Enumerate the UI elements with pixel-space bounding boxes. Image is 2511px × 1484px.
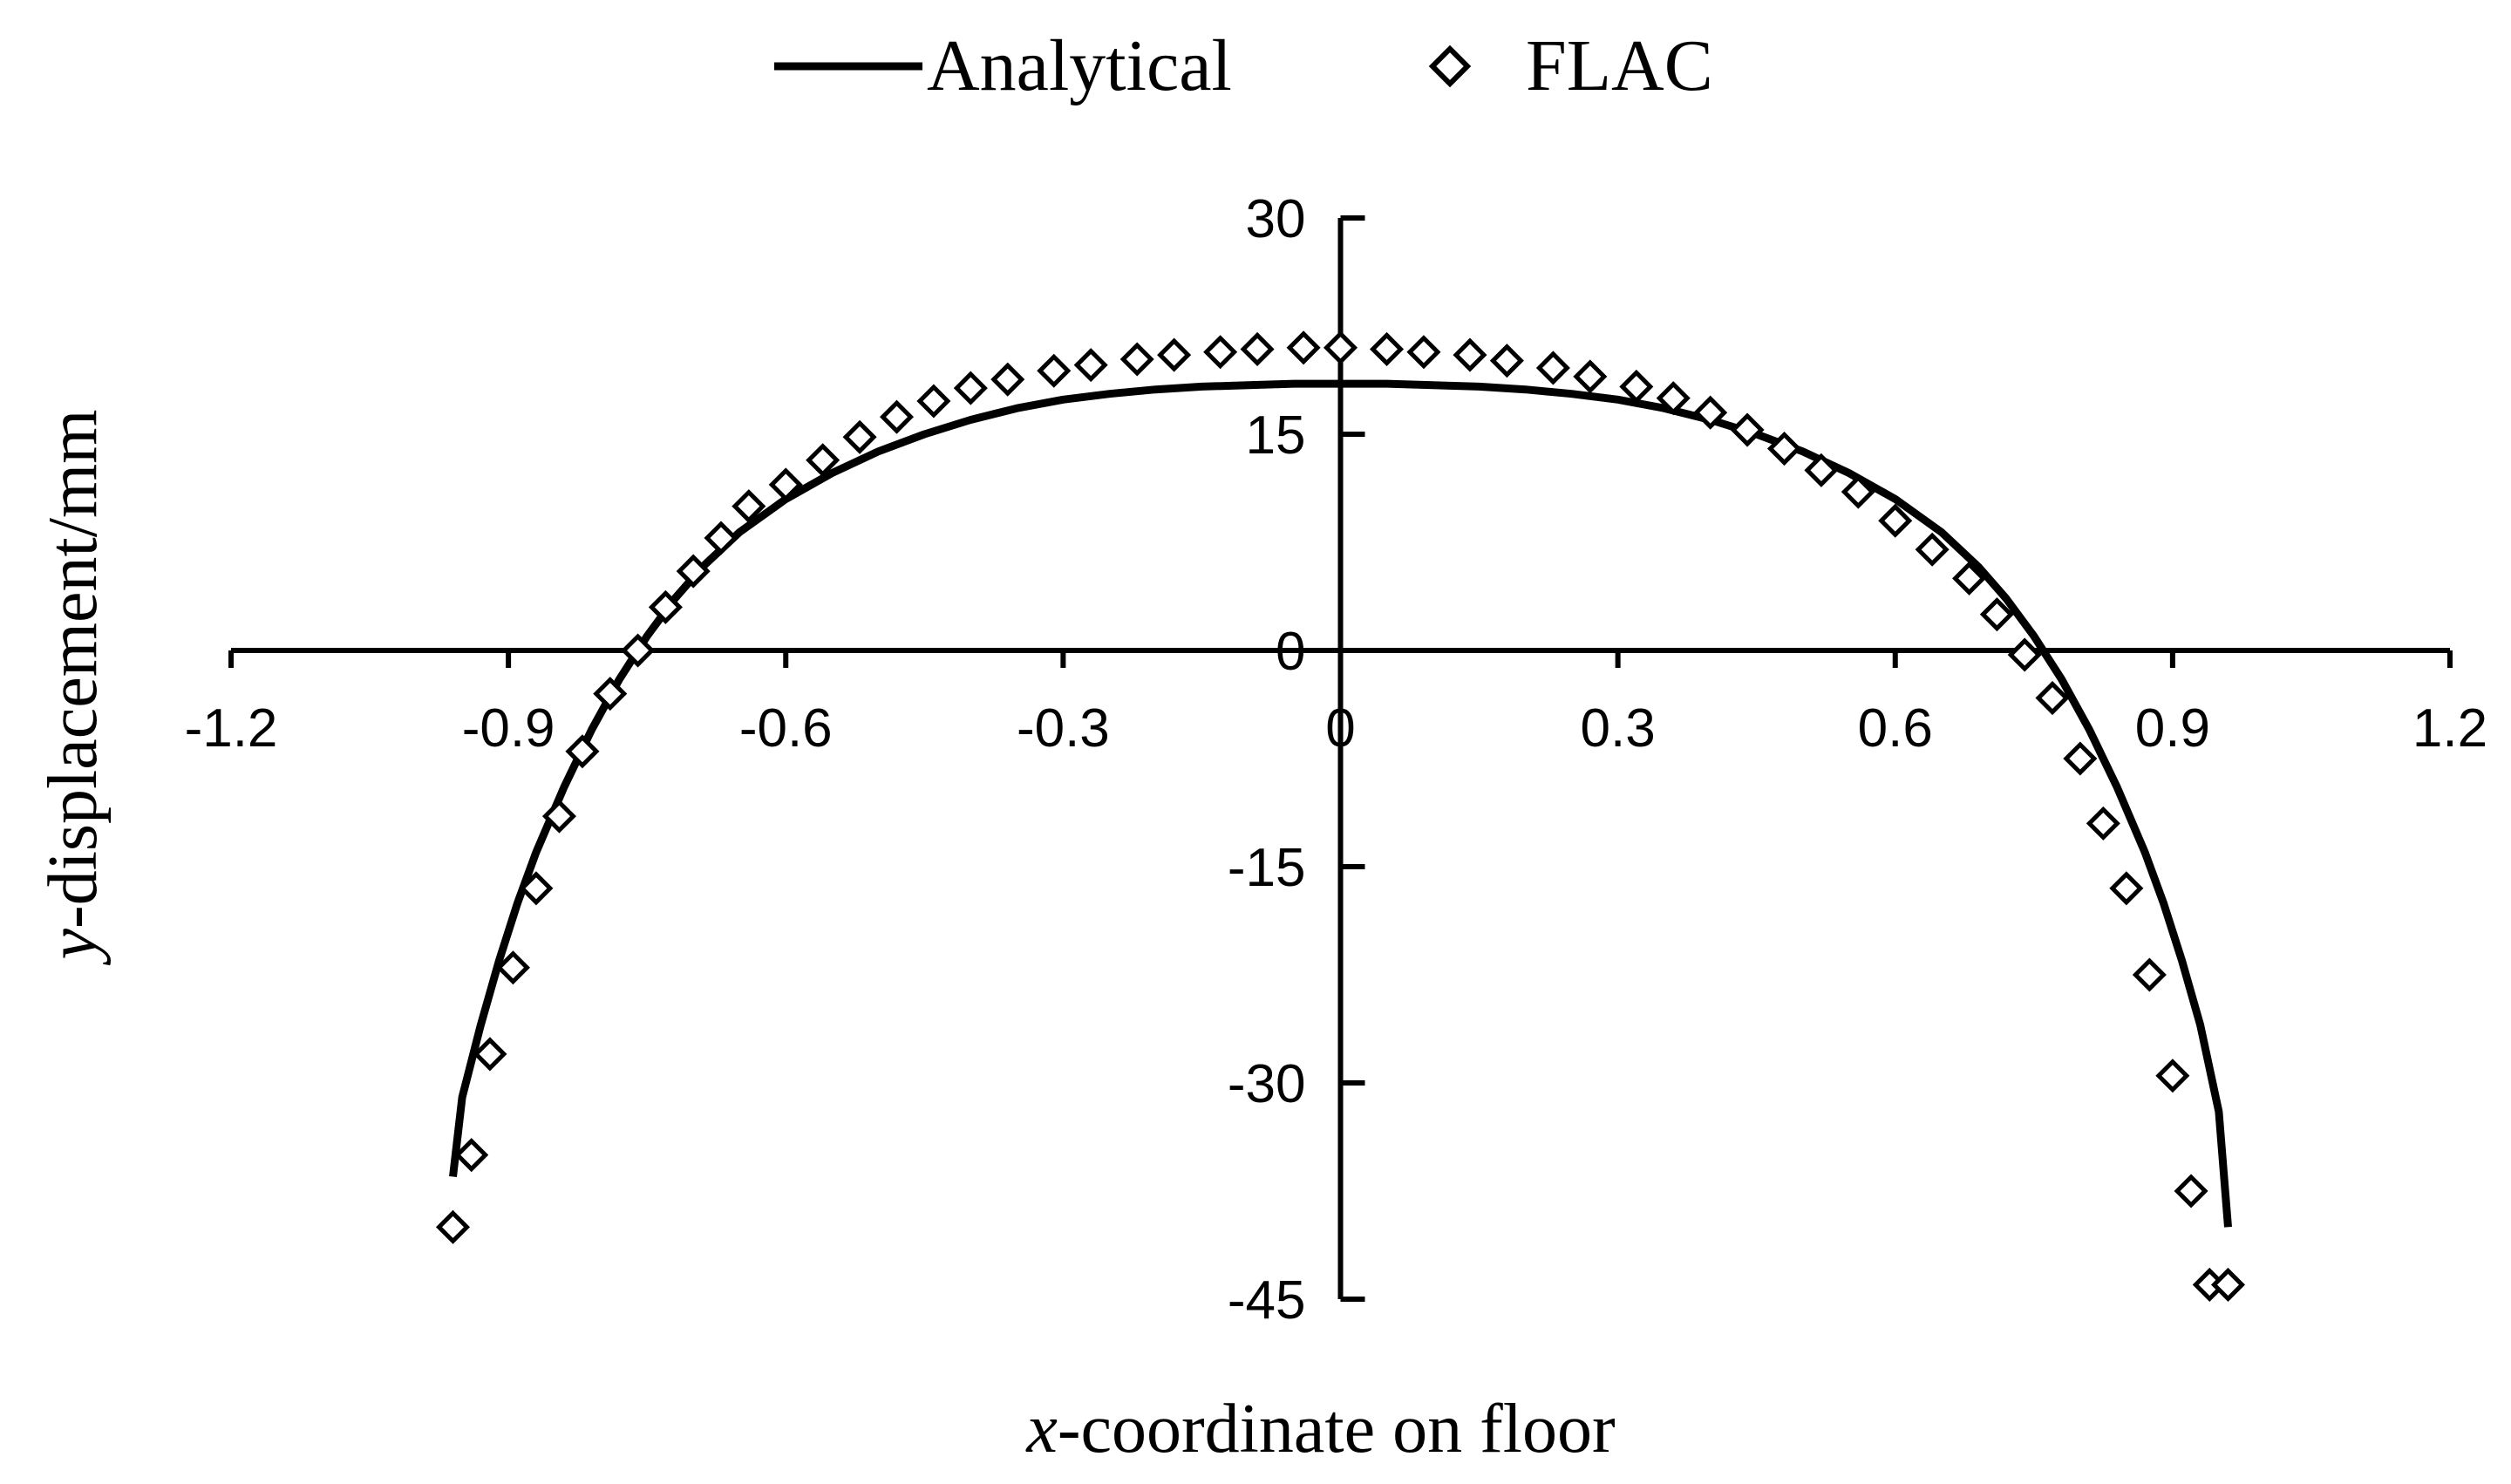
y-axis-title-var: y [35, 928, 112, 965]
y-tick-label: -45 [1228, 1270, 1306, 1331]
x-tick-label: 0.3 [1581, 698, 1656, 759]
x-tick-label: 1.2 [2412, 698, 2487, 759]
flac-point [1573, 359, 1608, 394]
flac-point [1406, 335, 1441, 370]
flac-point [1240, 331, 1275, 366]
flac-point [541, 799, 576, 834]
flac-point [621, 633, 656, 668]
flac-point [648, 589, 683, 624]
flac-point [2086, 806, 2120, 841]
flac-point [2109, 871, 2144, 906]
legend-flac-label: FLAC [1526, 25, 1713, 106]
x-axis-title: x-coordinate on floor [1025, 1391, 1615, 1467]
x-axis-title-rest: -coordinate on floor [1058, 1391, 1616, 1467]
flac-point [806, 443, 840, 478]
flac-point [1323, 330, 1358, 365]
flac-point [1656, 381, 1691, 416]
y-tick-label: 0 [1276, 622, 1305, 682]
y-tick-label: -15 [1228, 838, 1306, 898]
flac-point [1489, 344, 1524, 378]
y-tick-label: 15 [1246, 405, 1306, 466]
flac-point [2210, 1267, 2246, 1303]
flac-point [1804, 453, 1839, 487]
flac-point [2007, 637, 2042, 672]
flac-point [1073, 348, 1108, 383]
flac-point [1979, 597, 2014, 632]
x-tick-label: 0.6 [1858, 698, 1933, 759]
flac-point [1619, 369, 1654, 404]
flac-point [2174, 1174, 2208, 1208]
flac-point [916, 384, 951, 419]
flac-point [1453, 337, 1487, 372]
x-tick-label: -0.9 [462, 698, 555, 759]
flac-point [732, 489, 766, 524]
flac-point [565, 734, 600, 769]
flac-point [768, 467, 803, 502]
flac-point [593, 677, 628, 711]
flac-point [1841, 474, 1875, 509]
flac-point [1693, 395, 1728, 430]
x-tick-label: 0 [1325, 698, 1355, 759]
series-analytical [449, 379, 2232, 1228]
flac-point [1878, 503, 1913, 538]
flac-point [1037, 353, 1072, 388]
flac-point [473, 1037, 507, 1072]
flac-point [842, 419, 877, 454]
x-tick-label: 0.9 [2135, 698, 2210, 759]
x-axis-title-var: x [1025, 1391, 1058, 1467]
flac-point [2132, 957, 2167, 992]
legend: Analytical FLAC [774, 25, 1713, 106]
flac-point [704, 521, 738, 555]
flac-point [2063, 741, 2098, 776]
flac-point [1766, 431, 1802, 466]
flac-point [2035, 681, 2070, 716]
flac-point [1730, 412, 1765, 447]
x-tick-label: -1.2 [185, 698, 278, 759]
legend-analytical-label: Analytical [927, 25, 1232, 106]
analytical-line [449, 379, 2232, 1228]
flac-point [1915, 532, 1950, 567]
flac-point [990, 362, 1025, 397]
x-tick-label: -0.6 [739, 698, 833, 759]
flac-point [676, 554, 711, 589]
flac-point [1952, 561, 1987, 596]
y-axis-title-rest: -displacement/mm [35, 410, 112, 929]
axes [228, 215, 2453, 1302]
flac-point [454, 1138, 489, 1173]
flac-point [435, 1209, 471, 1244]
flac-point [495, 950, 530, 985]
flac-point [1286, 330, 1321, 365]
flac-point [2155, 1059, 2190, 1093]
legend-flac-marker [1428, 44, 1472, 88]
series-flac [435, 330, 2246, 1303]
y-axis-title: y-displacement/mm [35, 410, 112, 966]
flac-point [879, 399, 915, 434]
flac-point [519, 871, 554, 906]
flac-point [1369, 331, 1405, 366]
flac-point [1535, 351, 1570, 385]
flac-point [1119, 342, 1154, 377]
y-tick-label: 30 [1246, 189, 1306, 249]
flac-point [953, 371, 988, 405]
tick-labels: -1.2 -0.9 -0.6 -0.3 0 0.3 0.6 0.9 1.2 30 15 0 -15 -30… [185, 189, 2488, 1331]
flac-point [1157, 337, 1192, 372]
x-tick-label: -0.3 [1017, 698, 1110, 759]
y-tick-label: -30 [1228, 1054, 1306, 1114]
flac-point [1203, 335, 1238, 370]
